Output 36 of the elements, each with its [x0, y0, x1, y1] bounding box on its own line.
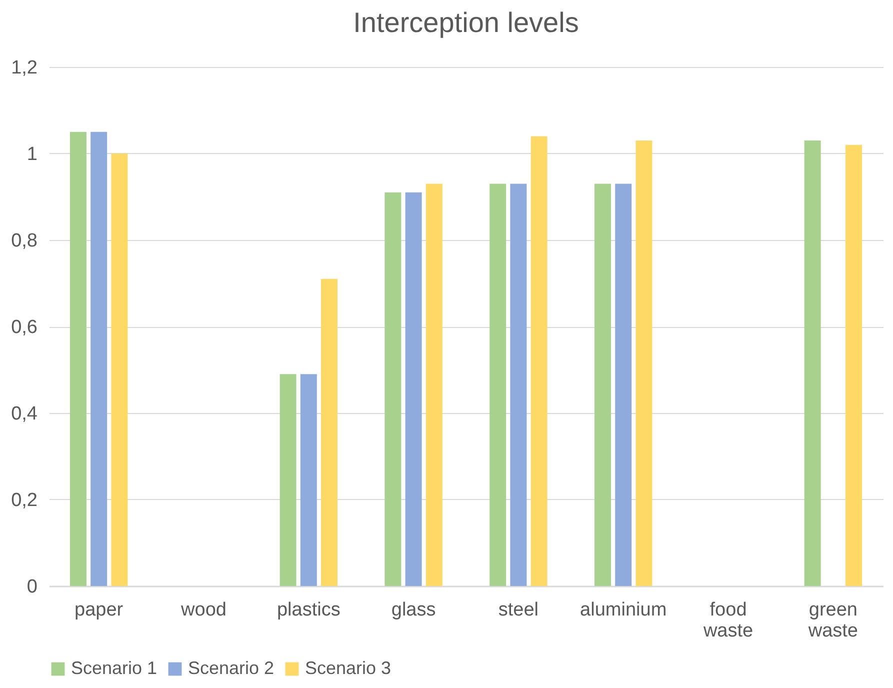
bar — [594, 184, 611, 586]
x-tick-label: glass — [391, 600, 436, 620]
legend-label: Scenario 1 — [71, 658, 158, 678]
bar — [426, 184, 442, 586]
bar — [111, 154, 128, 586]
bar — [636, 140, 652, 586]
bar — [70, 132, 86, 586]
y-tick-label: 0 — [26, 576, 38, 598]
bar — [510, 184, 527, 586]
chart-title: Interception levels — [353, 7, 579, 38]
x-tick-label: green waste — [807, 600, 858, 642]
legend-label: Scenario 3 — [305, 658, 392, 678]
x-tick-label: paper — [74, 600, 124, 620]
bar — [490, 184, 506, 586]
bar — [90, 132, 108, 586]
bar — [615, 184, 632, 586]
bar — [530, 136, 548, 586]
bar — [300, 374, 317, 586]
bar — [280, 374, 296, 586]
y-tick-label: 0,6 — [11, 317, 38, 338]
bar — [804, 140, 821, 586]
x-tick-label: steel — [498, 600, 539, 620]
y-tick-label: 1 — [26, 144, 38, 165]
y-tick-label: 1,2 — [11, 58, 38, 78]
bar — [846, 144, 862, 586]
bar — [405, 192, 422, 586]
x-tick-label: food waste — [702, 600, 754, 642]
x-tick-label: aluminium — [580, 600, 667, 620]
bar — [321, 278, 338, 586]
y-tick-label: 0,8 — [11, 230, 38, 252]
y-tick-label: 0,2 — [11, 490, 38, 511]
legend-label: Scenario 2 — [188, 658, 274, 678]
y-tick-label: 0,4 — [11, 404, 38, 424]
x-tick-label: wood — [180, 600, 226, 620]
bar — [384, 192, 402, 586]
x-tick-label: plastics — [276, 600, 340, 620]
